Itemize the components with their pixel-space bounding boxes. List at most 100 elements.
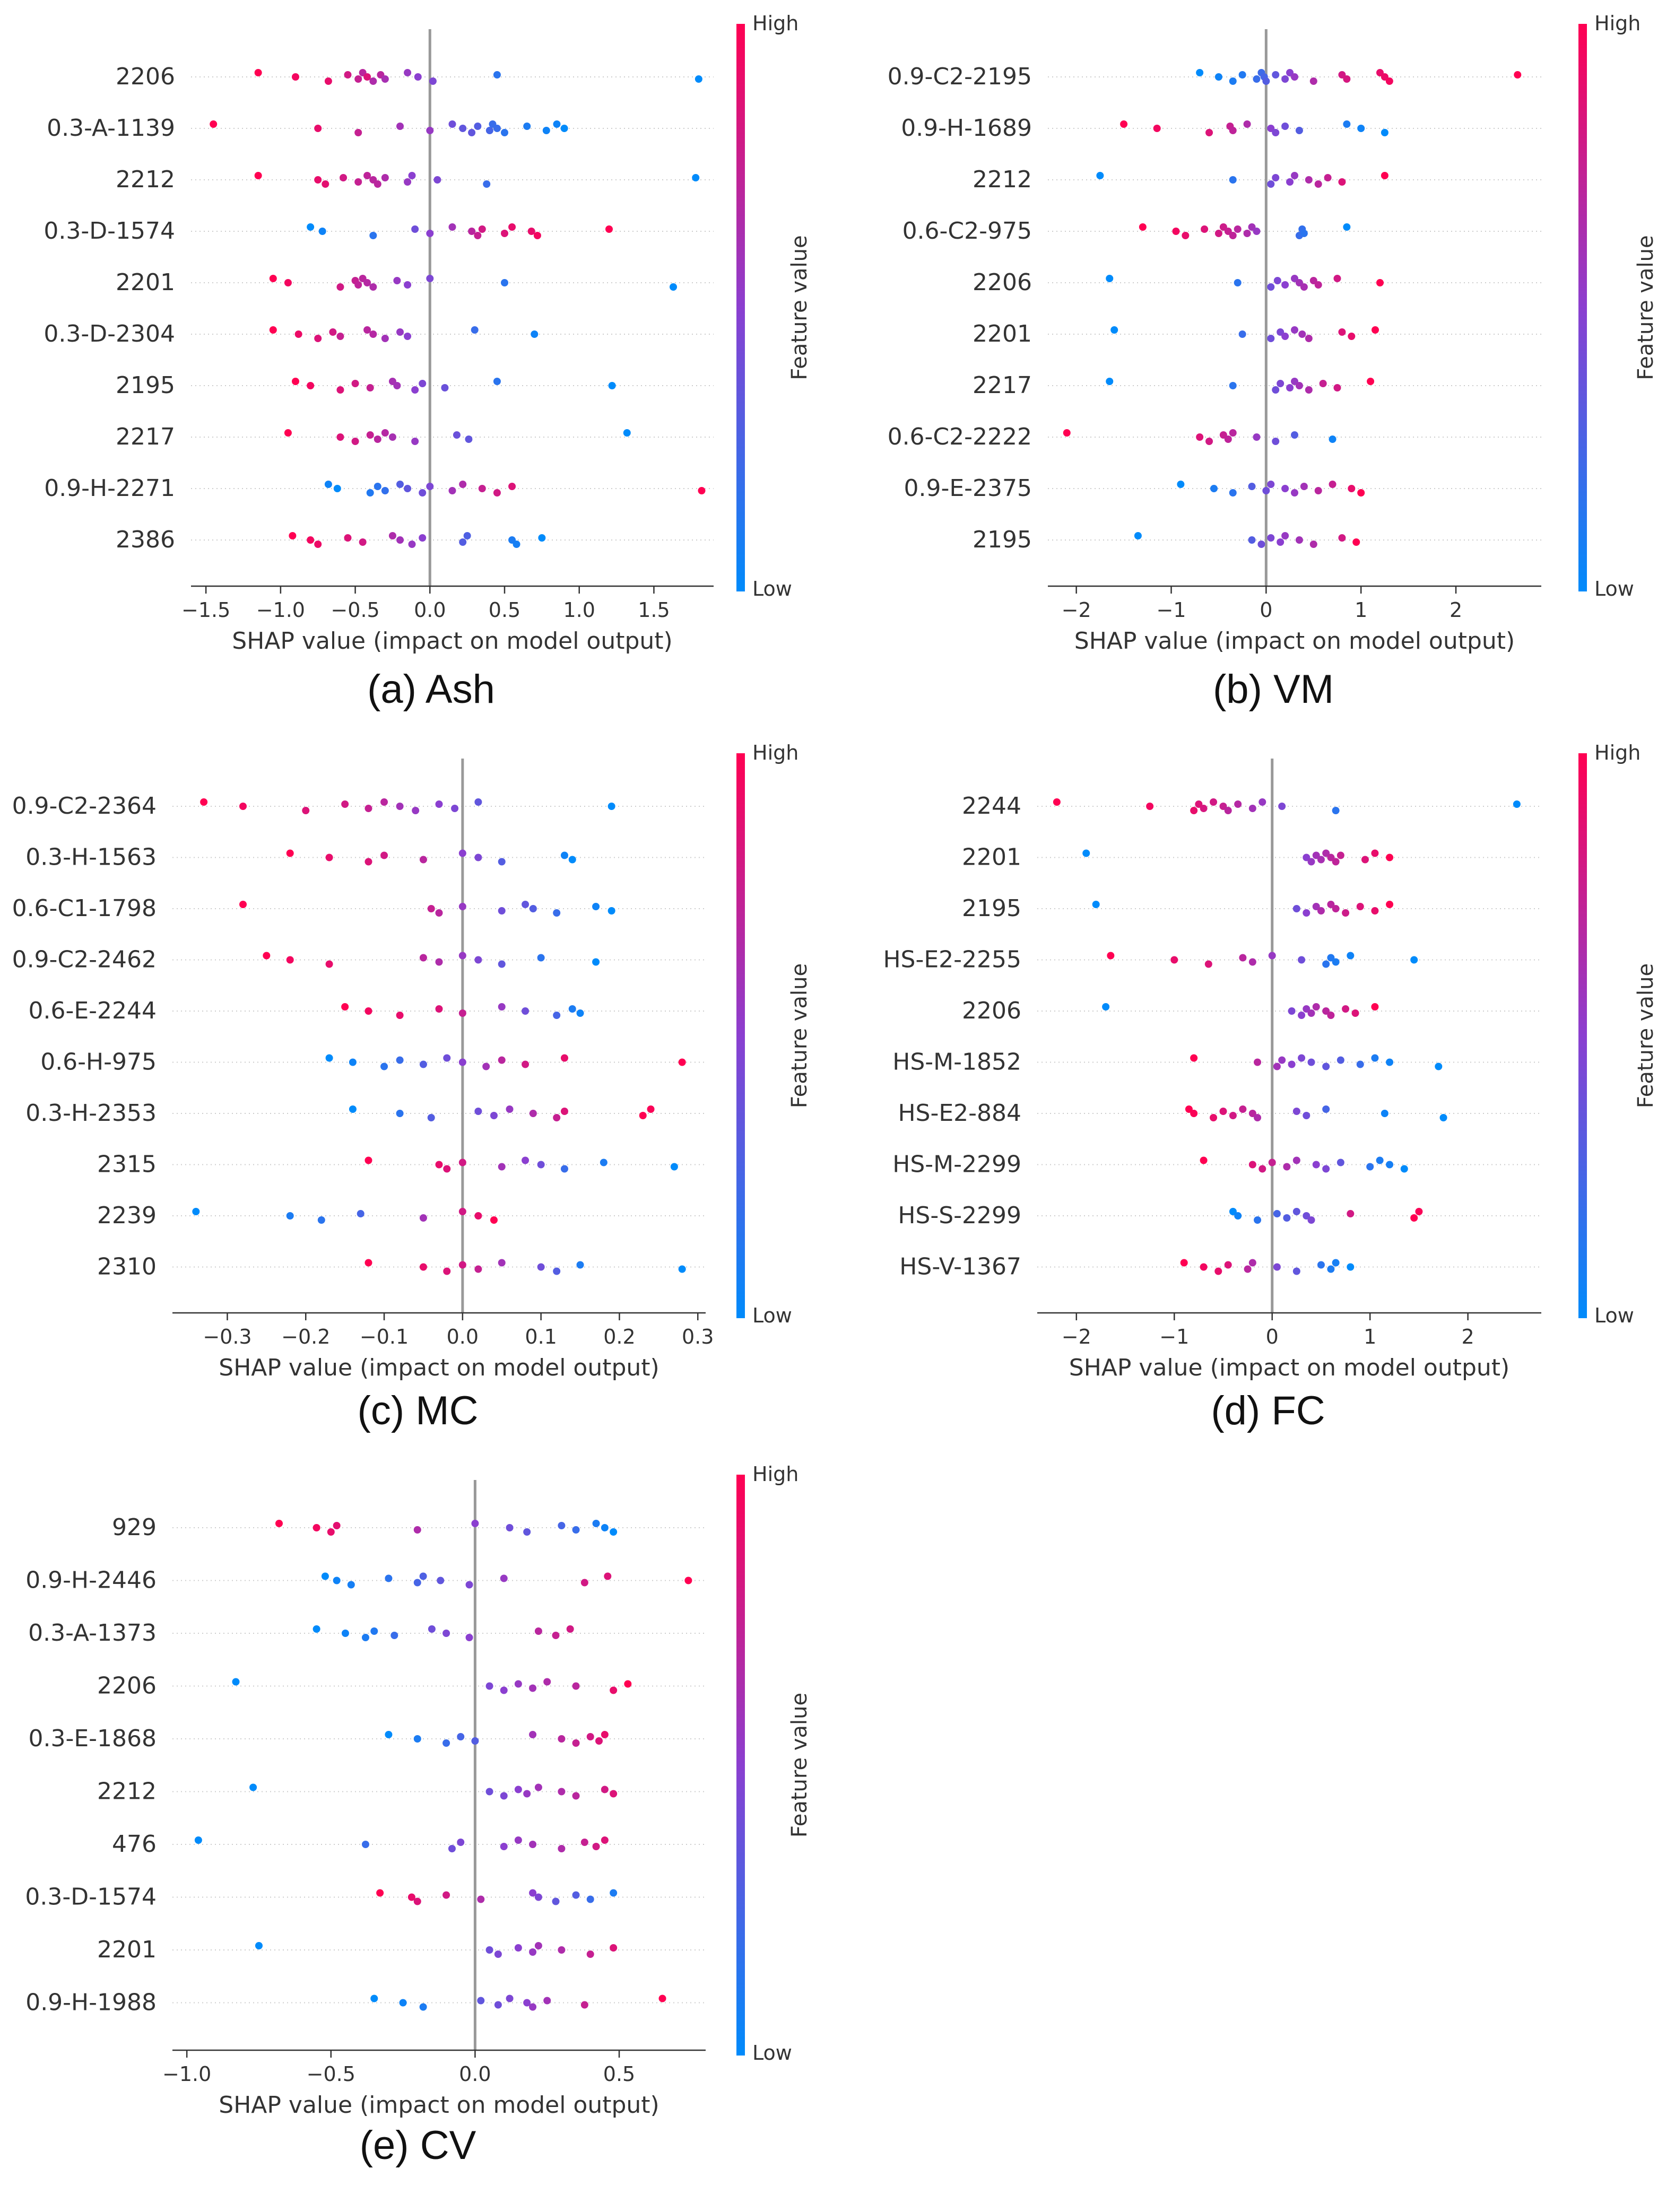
shap-point	[269, 275, 277, 282]
shap-point	[678, 1265, 686, 1273]
shap-point	[448, 120, 456, 128]
x-tick-label: 2	[1462, 1325, 1474, 1348]
shap-point	[529, 1684, 537, 1692]
shap-point	[474, 123, 482, 130]
shap-point	[1347, 1210, 1355, 1217]
shap-point	[1267, 335, 1275, 342]
shap-point	[1196, 433, 1204, 441]
shap-point	[1298, 1012, 1306, 1019]
shap-point	[411, 438, 419, 445]
shap-point	[1229, 176, 1237, 184]
shap-point	[426, 230, 434, 237]
feature-label: 2212	[116, 166, 175, 193]
shap-point	[451, 805, 459, 812]
shap-point	[396, 1012, 404, 1019]
shap-point	[1177, 481, 1185, 488]
shap-point	[349, 1105, 357, 1113]
shap-point	[537, 1161, 545, 1169]
shap-point	[572, 1526, 580, 1534]
colorbar-high-label: High	[752, 741, 799, 764]
shap-point	[1273, 1263, 1281, 1271]
shap-point	[471, 1737, 479, 1745]
shap-point	[1333, 384, 1341, 391]
x-tick-label: 0.5	[489, 598, 520, 622]
shap-point	[413, 1897, 421, 1905]
shap-point	[1291, 489, 1298, 497]
shap-point	[468, 129, 476, 136]
shap-point	[506, 1105, 514, 1113]
shap-point	[369, 232, 377, 239]
shap-point	[404, 69, 412, 76]
shap-point	[1120, 120, 1128, 128]
shap-point	[448, 1845, 456, 1852]
shap-point	[692, 174, 700, 181]
shap-point	[553, 1267, 561, 1275]
shap-point	[500, 1574, 508, 1582]
shap-point	[442, 1739, 450, 1747]
shap-point	[560, 1165, 568, 1173]
shap-point	[1110, 326, 1118, 334]
feature-label: 0.3-D-1574	[44, 217, 175, 245]
shap-point	[249, 1783, 257, 1791]
shap-point	[393, 277, 401, 284]
shap-point	[1239, 1105, 1247, 1113]
x-tick-label: −0.1	[360, 1325, 409, 1348]
feature-label: 0.9-C2-2195	[888, 63, 1032, 90]
shap-point	[527, 228, 535, 235]
shap-point	[537, 1263, 545, 1271]
shap-point	[381, 75, 389, 83]
shap-point	[506, 1995, 514, 2002]
chart-panel-3: 0.9-C2-2364 0.3-H-1563 0.6-C1-1798 0.9-C2-2…	[12, 741, 812, 1433]
shap-point	[1351, 1009, 1359, 1017]
shap-point	[1366, 1163, 1374, 1171]
shap-point	[344, 71, 352, 79]
feature-label: 2195	[962, 895, 1021, 922]
shap-point	[1139, 223, 1147, 231]
shap-point	[586, 1950, 594, 1958]
shap-point	[1190, 1110, 1198, 1117]
shap-point	[1314, 487, 1322, 494]
x-tick-label: 2	[1450, 598, 1462, 622]
shap-point	[485, 1946, 493, 1954]
shap-point	[1229, 1208, 1237, 1215]
shap-point	[1243, 120, 1251, 128]
shap-point	[1224, 228, 1232, 235]
shap-point	[325, 1054, 333, 1062]
shap-point	[388, 433, 396, 441]
shap-point	[493, 378, 501, 385]
shap-point	[1338, 534, 1346, 542]
shap-point	[1243, 230, 1251, 237]
feature-label: 0.9-H-2271	[44, 475, 175, 502]
shap-point	[1371, 1003, 1379, 1011]
shap-point	[533, 232, 541, 239]
shap-point	[474, 1108, 482, 1115]
x-axis-label: SHAP value (impact on model output)	[1074, 628, 1515, 655]
shap-point	[428, 1625, 436, 1633]
shap-point	[1234, 279, 1242, 286]
shap-point	[363, 326, 371, 334]
shap-point	[284, 279, 292, 286]
shap-point	[477, 1997, 485, 2005]
shap-point	[1342, 909, 1350, 917]
colorbar	[736, 1475, 745, 2056]
shap-point	[605, 225, 613, 233]
shap-point	[1309, 277, 1317, 284]
shap-point	[1357, 125, 1365, 132]
shap-point	[1307, 1216, 1315, 1224]
feature-label: 0.3-D-1574	[25, 1884, 157, 1911]
shap-point	[1214, 1267, 1222, 1275]
shap-point	[1234, 800, 1242, 808]
feature-label: 0.6-H-975	[40, 1049, 157, 1076]
feature-label: 2195	[116, 372, 175, 399]
shap-point	[366, 384, 374, 391]
shap-point	[529, 1841, 537, 1848]
shap-point	[695, 75, 702, 83]
shap-point	[498, 907, 506, 915]
shap-point	[1317, 1261, 1325, 1269]
shap-point	[1273, 277, 1281, 284]
feature-label: 2217	[973, 372, 1032, 399]
shap-point	[1371, 849, 1379, 857]
colorbar-high-label: High	[1594, 12, 1641, 35]
shap-point	[294, 330, 302, 338]
shap-point	[1338, 328, 1346, 336]
